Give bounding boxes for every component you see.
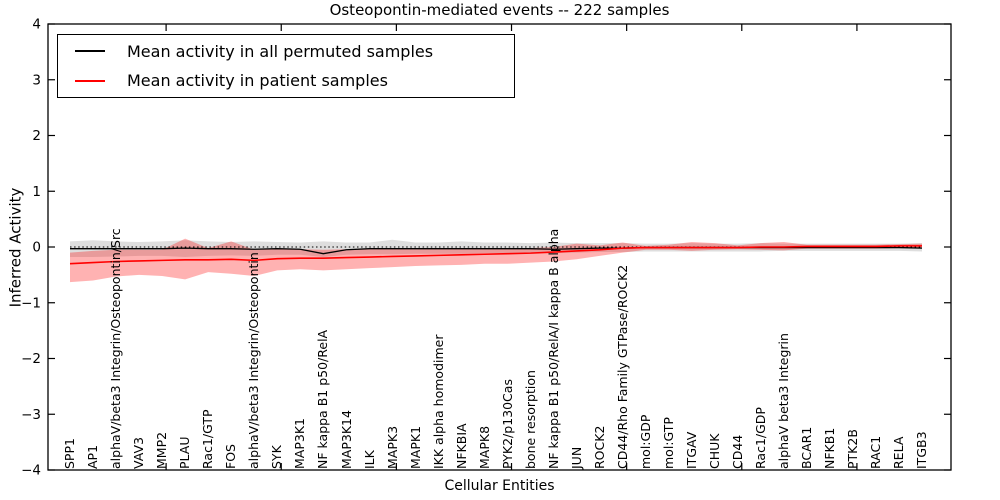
x-tick-label: MAP3K14 — [338, 410, 354, 469]
legend-line-sample-red — [75, 79, 105, 82]
x-tick-label: JUN — [568, 446, 584, 469]
x-tick-label: RELA — [891, 436, 907, 469]
chart-title: Osteopontin-mediated events -- 222 sampl… — [329, 1, 670, 19]
x-tick-label: MAPK1 — [407, 425, 423, 469]
x-tick-label: Rac1/GTP — [200, 409, 216, 469]
y-axis-label: Inferred Activity — [6, 187, 25, 308]
series-line — [69, 245, 922, 265]
y-tick-label: 4 — [32, 17, 41, 33]
x-axis-label: Cellular Entities — [444, 478, 555, 494]
y-tick-label: −1 — [21, 295, 41, 311]
legend-item-patient: Mean activity in patient samples — [58, 67, 514, 94]
patient-samples-range-band — [70, 238, 922, 283]
x-tick-label: mol:GTP — [660, 417, 676, 469]
legend: Mean activity in all permuted samples Me… — [57, 34, 515, 98]
legend-line-sample-black — [75, 50, 105, 53]
x-tick-label: MAPK8 — [476, 425, 492, 469]
x-tick-label: ROCK2 — [591, 425, 607, 469]
y-tick-label: 0 — [32, 240, 41, 256]
x-tick-label: CHUK — [706, 433, 722, 469]
x-tick-label: alphaV beta3 Integrin — [776, 333, 792, 469]
x-tick-label: ITGAV — [683, 431, 699, 469]
x-tick-label: NFKBIA — [453, 423, 469, 469]
x-tick-label: Rac1/GDP — [753, 407, 768, 469]
x-tick-label: BCAR1 — [799, 426, 815, 469]
y-tick-label: −3 — [21, 407, 41, 423]
x-tick-label: CD44/Rho Family GTPase/ROCK2 — [614, 264, 630, 469]
x-tick-label: NF kappa B1 p50/RelA/I kappa B alpha — [545, 228, 561, 469]
x-tick-label: ITGB3 — [914, 431, 930, 469]
x-tick-label: FOS — [223, 444, 239, 469]
y-tick-label: −4 — [21, 463, 41, 479]
x-tick-label: RAC1 — [868, 435, 884, 469]
legend-item-permuted: Mean activity in all permuted samples — [58, 38, 514, 65]
x-tick-label: PTK2B — [845, 429, 861, 469]
x-tick-label: alphaV/beta3 Integrin/Osteopontin/Src — [108, 228, 124, 469]
x-tick-label: bone resorption — [522, 370, 538, 469]
y-tick-label: 2 — [32, 128, 41, 144]
legend-label: Mean activity in patient samples — [127, 71, 388, 91]
x-tick-label: mol:GDP — [637, 414, 653, 469]
x-tick-label: SPP1 — [62, 438, 78, 469]
x-tick-label: VAV3 — [131, 436, 147, 469]
x-tick-label: CD44 — [729, 434, 745, 469]
x-tick-label: ILK — [361, 450, 377, 469]
x-tick-label: NFKB1 — [822, 427, 838, 469]
y-tick-label: 3 — [32, 72, 41, 88]
x-tick-label: MAP3K1 — [292, 418, 308, 469]
x-tick-label: NF kappa B1 p50/RelA — [315, 329, 331, 469]
x-tick-label: IKK alpha homodimer — [430, 334, 446, 470]
x-tick-label: MAPK3 — [384, 425, 400, 469]
y-tick-label: 1 — [32, 184, 41, 200]
x-tick-label: alphaV/beta3 Integrin/Osteopontin — [246, 252, 262, 469]
legend-label: Mean activity in all permuted samples — [127, 41, 434, 61]
x-tick-label: PLAU — [177, 436, 193, 470]
x-tick-label: PYK2/p130Cas — [499, 379, 515, 469]
x-tick-label: AP1 — [85, 444, 101, 469]
x-tick-label: SYK — [269, 445, 285, 469]
y-tick-label: −2 — [21, 351, 41, 367]
x-tick-label: MMP2 — [154, 431, 170, 469]
